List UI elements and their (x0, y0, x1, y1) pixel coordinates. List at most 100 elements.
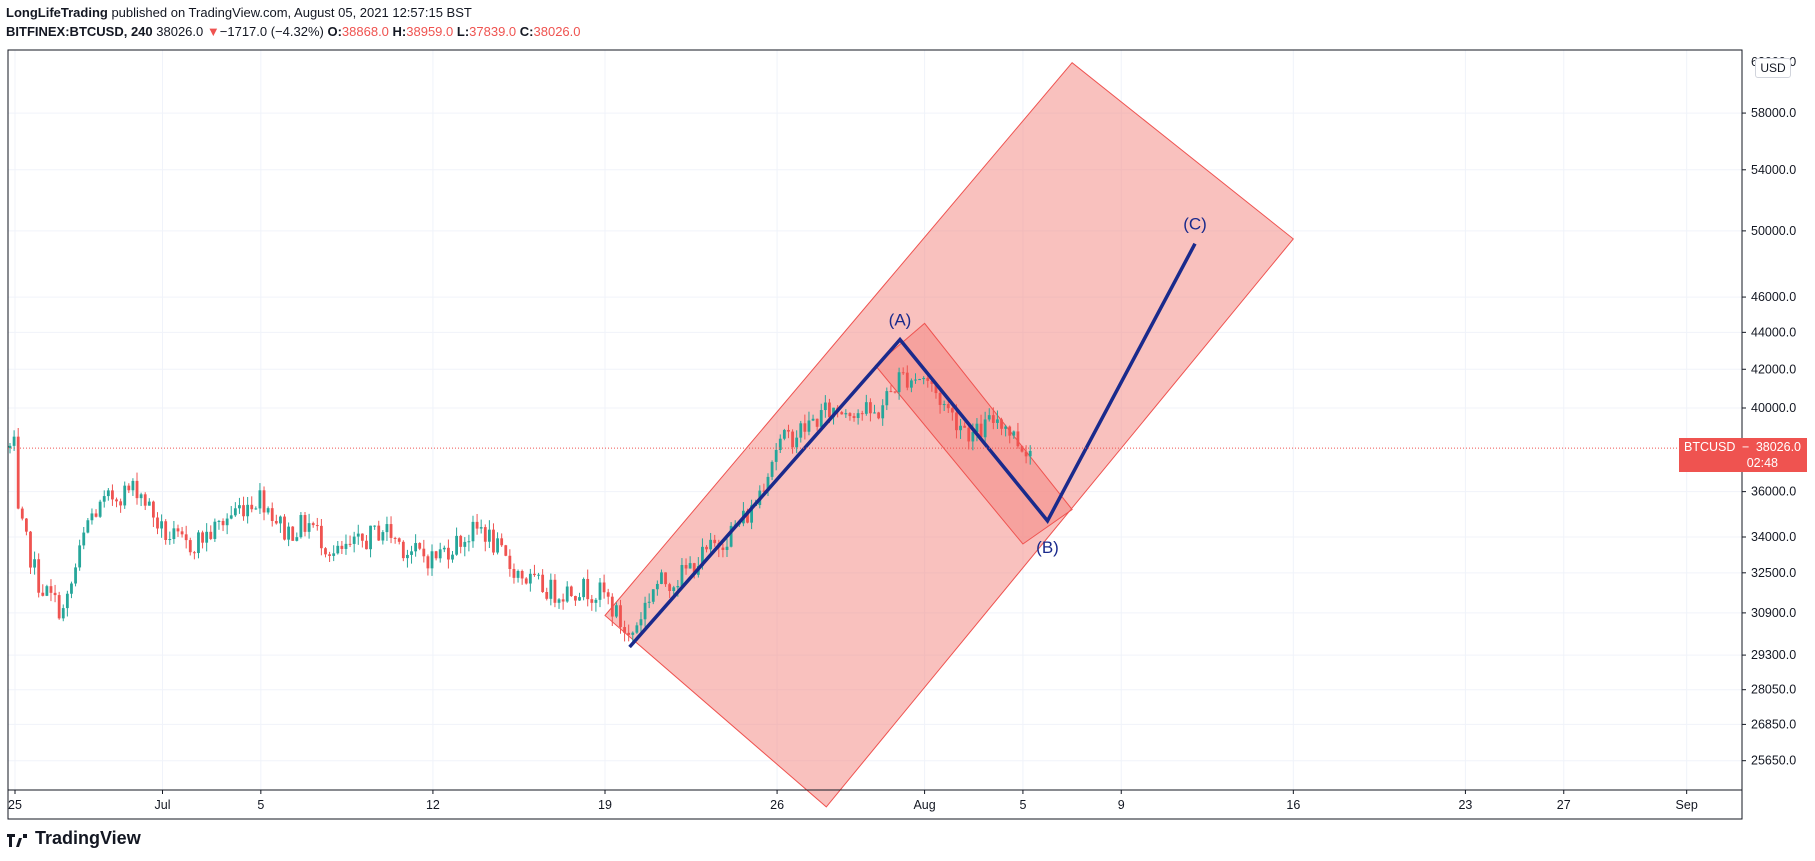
time-tick-label: 27 (1557, 798, 1571, 812)
candle-body (926, 377, 930, 381)
wave-label: (C) (1183, 215, 1207, 234)
wave-layer[interactable]: (A) (B) (C) (628, 215, 1207, 649)
candle-body (487, 529, 491, 542)
candle-body (401, 541, 405, 559)
candle-body (668, 584, 672, 591)
candle-body (692, 563, 696, 575)
candle-body (832, 407, 835, 418)
candle-body (430, 551, 434, 569)
candle-body (422, 548, 426, 557)
candle-body (160, 521, 163, 529)
time-tick-label: Jul (155, 798, 171, 812)
candle-body (565, 586, 569, 602)
candle-body (90, 513, 94, 521)
tradingview-footer[interactable]: TradingView (7, 828, 141, 849)
candle-body (356, 533, 360, 537)
candle-body (434, 551, 438, 559)
candle-body (647, 601, 651, 603)
candle-body (909, 380, 913, 388)
last-price-tag: BTCUSD − 38026.0 02:48 (1679, 438, 1807, 473)
candle-body (983, 419, 987, 438)
currency-button[interactable]: USD (1755, 58, 1791, 78)
open-value: 38868.0 (341, 24, 389, 39)
candle-body (41, 592, 45, 596)
candle-body (594, 599, 598, 603)
time-tick-label: 9 (1118, 798, 1125, 812)
candle-body (336, 545, 340, 554)
candle-body (852, 416, 856, 418)
time-axis[interactable]: 25 Jul 5 12 19 26 Aug 5 9 16 23 27 Sep (8, 790, 1698, 812)
candle-body (680, 565, 684, 586)
channel-layer[interactable] (604, 62, 1295, 808)
candle-body (168, 539, 172, 541)
time-tick-label: 26 (770, 798, 784, 812)
candle-body (246, 504, 250, 517)
candle-body (315, 525, 319, 527)
candle-body (778, 438, 782, 451)
candle-body (541, 574, 545, 592)
candle-body (520, 571, 524, 579)
price-tick-label: 50000.0 (1751, 224, 1796, 238)
candle-body (180, 531, 184, 535)
candle-body (950, 408, 954, 413)
candle-body (553, 579, 557, 603)
candle-body (619, 605, 622, 628)
price-axis[interactable]: 25650.0 26850.0 28050.0 29300.0 30900.0 32500… (1742, 55, 1796, 768)
candle-body (418, 543, 422, 549)
candle-body (897, 372, 901, 393)
candle-body (762, 490, 766, 492)
time-tick-label: 25 (8, 798, 22, 812)
candle-body (959, 425, 962, 431)
candle-body (676, 585, 680, 588)
high-value: 38959.0 (406, 24, 454, 39)
candle-body (610, 596, 614, 617)
author-name[interactable]: LongLifeTrading (6, 5, 108, 20)
candle-body (713, 539, 717, 544)
publish-info: published on TradingView.com, August 05,… (107, 5, 472, 20)
candle-body (238, 505, 241, 509)
candle-body (373, 525, 377, 527)
candle-body (266, 508, 270, 513)
candle-body (201, 532, 204, 543)
candle-body (725, 546, 729, 550)
candle-body (967, 427, 971, 442)
candle-body (524, 578, 528, 584)
candle-body (344, 543, 348, 549)
price-tick-label: 34000.0 (1751, 530, 1796, 544)
candle-body (471, 521, 475, 542)
candle-body (299, 515, 303, 538)
candle-body (184, 534, 188, 541)
candle-body (311, 523, 315, 526)
candle-body (225, 518, 229, 526)
candle-body (307, 523, 311, 532)
candle-body (94, 513, 98, 517)
candle-body (258, 490, 262, 509)
candle-body (598, 582, 602, 600)
candle-body (942, 404, 946, 406)
time-tick-label: 5 (1019, 798, 1026, 812)
candle-body (770, 461, 774, 477)
price-tick-label: 32500.0 (1751, 566, 1796, 580)
symbol-label[interactable]: BITFINEX:BTCUSD, 240 (6, 24, 153, 39)
time-tick-label: 23 (1458, 798, 1472, 812)
candle-body (512, 568, 516, 578)
candle-body (33, 559, 36, 568)
candle-body (147, 501, 151, 506)
candle-body (250, 504, 254, 510)
candle-body (303, 515, 307, 532)
candle-body (426, 556, 430, 569)
candle-body (672, 587, 676, 591)
candle-body (209, 531, 213, 539)
candle-body (660, 572, 663, 584)
candle-body (340, 545, 344, 549)
candle-body (746, 510, 749, 523)
candle-body (213, 521, 217, 539)
candle-body (590, 599, 594, 603)
wave-label: (B) (1036, 538, 1059, 557)
candle-body (233, 508, 237, 516)
candle-body (545, 591, 549, 599)
candle-body (324, 548, 327, 555)
price-tick-label: 36000.0 (1751, 485, 1796, 499)
candle-body (479, 527, 483, 529)
